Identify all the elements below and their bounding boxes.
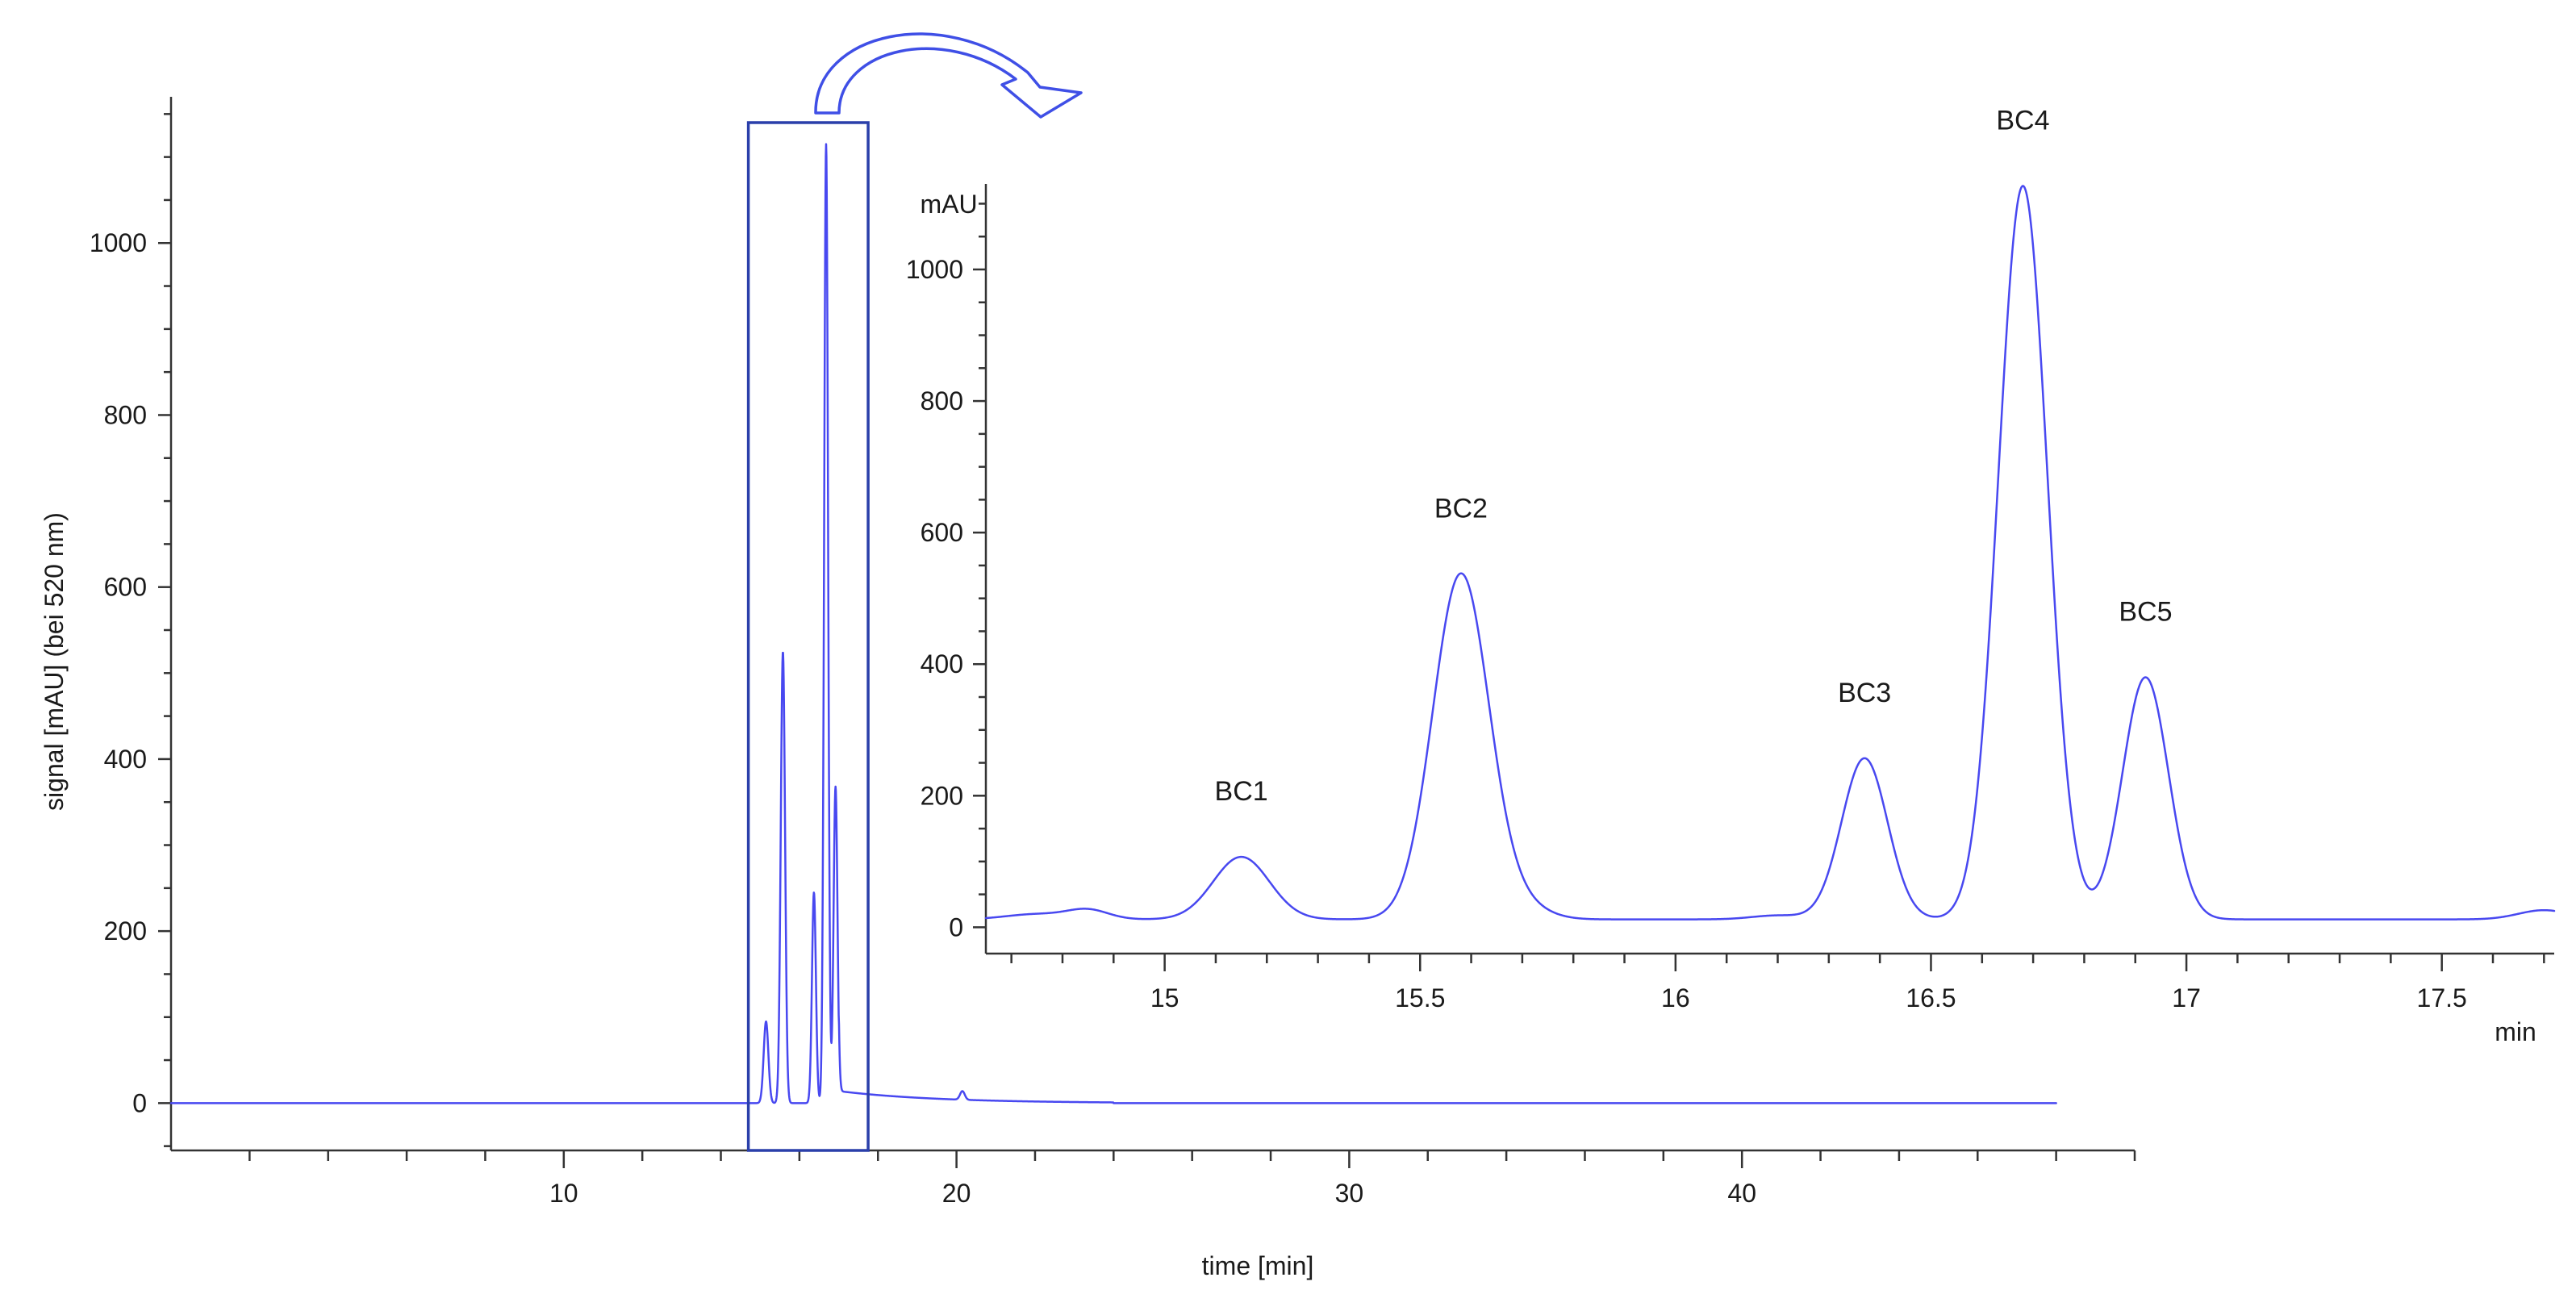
main-y-tick-label: 1000 [90,228,147,257]
inset-chart-ticks: 0 200 400 600 800 1000 15 15.5 16 16.5 17 17.5 [906,202,2545,1012]
inset-y-axis-unit: mAU [920,190,977,219]
inset-x-tick-label: 16 [1661,983,1690,1012]
inset-chart-axes [984,184,2554,955]
inset-y-tick-label: 200 [921,781,963,810]
inset-x-tick-label: 15.5 [1395,983,1445,1012]
main-x-tick-label: 40 [1727,1179,1756,1208]
inset-chromatogram-trace [984,185,2556,921]
peak-label-bc5: BC5 [2119,597,2172,628]
main-chromatogram-trace [169,143,2057,1104]
inset-peak-labels: BC1 BC2 BC3 BC4 BC5 [1215,105,2173,807]
main-x-tick-label: 30 [1335,1179,1364,1208]
main-y-tick-label: 800 [104,400,147,429]
inset-x-tick-label: 16.5 [1906,983,1956,1012]
inset-x-tick-label: 15 [1150,983,1179,1012]
main-x-tick-label: 10 [549,1179,578,1208]
inset-y-tick-label: 0 [949,912,963,941]
main-x-axis-title: time [min] [1202,1251,1314,1280]
inset-y-tick-label: 1000 [906,255,963,284]
peak-label-bc1: BC1 [1215,776,1268,807]
inset-x-tick-label: 17 [2172,983,2201,1012]
zoom-region-box [746,121,870,1152]
main-y-axis-title: signal [mAU] (bei 520 nm) [40,512,69,811]
peak-label-bc4: BC4 [1996,105,2049,136]
main-x-tick-label: 20 [942,1179,971,1208]
main-y-tick-label: 400 [104,745,147,774]
inset-x-tick-label: 17.5 [2417,983,2467,1012]
peak-label-bc3: BC3 [1838,678,1891,708]
curved-arrow-icon [814,32,1083,119]
peak-label-bc2: BC2 [1434,494,1488,524]
main-y-tick-label: 0 [132,1088,147,1117]
inset-y-tick-label: 400 [921,649,963,678]
inset-y-tick-label: 800 [921,386,963,415]
main-y-tick-label: 200 [104,916,147,946]
inset-y-tick-label: 600 [921,518,963,547]
main-chart-ticks: 0 200 400 600 800 1000 10 20 30 40 [90,113,2136,1208]
inset-x-axis-unit: min [2495,1017,2536,1046]
main-y-tick-label: 600 [104,573,147,602]
